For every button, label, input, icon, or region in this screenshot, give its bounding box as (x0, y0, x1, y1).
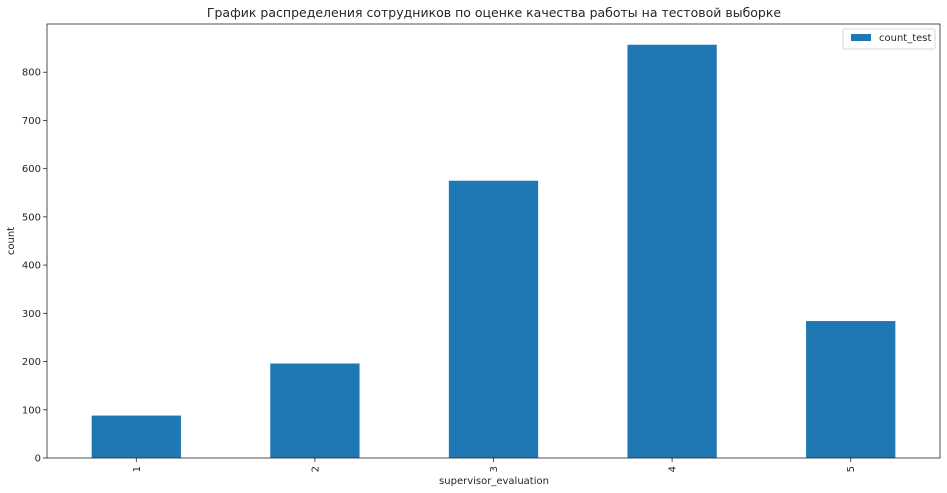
legend-entry-count-test: count_test (879, 33, 931, 44)
y-tick-label: 300 (22, 309, 41, 320)
y-tick-label: 0 (35, 454, 41, 465)
y-axis-ticks: 0 100 200 300 400 500 600 700 800 (22, 68, 47, 465)
y-tick-label: 800 (22, 68, 41, 79)
y-axis-label: count (6, 227, 17, 255)
legend: count_test (842, 28, 936, 50)
x-tick-label-1: 1 (132, 466, 143, 472)
y-tick-label: 600 (22, 164, 41, 175)
chart-title: График распределения сотрудников по оцен… (207, 5, 782, 20)
bar-5 (806, 321, 896, 458)
bars-group (91, 44, 896, 458)
bar-2 (270, 363, 360, 458)
y-tick-label: 400 (22, 261, 41, 272)
x-tick-label-2: 2 (310, 466, 321, 472)
x-tick-label-4: 4 (668, 466, 679, 472)
x-axis-label: supervisor_evaluation (439, 476, 549, 487)
bar-4 (627, 44, 717, 458)
y-tick-label: 700 (22, 116, 41, 127)
x-axis-ticks: 1 2 3 4 5 (132, 458, 857, 472)
legend-swatch (851, 34, 871, 41)
x-tick-label-5: 5 (846, 466, 857, 472)
x-tick-label-3: 3 (489, 466, 500, 472)
y-tick-label: 200 (22, 357, 41, 368)
bar-1 (91, 415, 181, 458)
bar-3 (448, 180, 539, 458)
y-tick-label: 100 (22, 405, 41, 416)
plot-frame (46, 23, 941, 459)
y-tick-label: 500 (22, 212, 41, 223)
